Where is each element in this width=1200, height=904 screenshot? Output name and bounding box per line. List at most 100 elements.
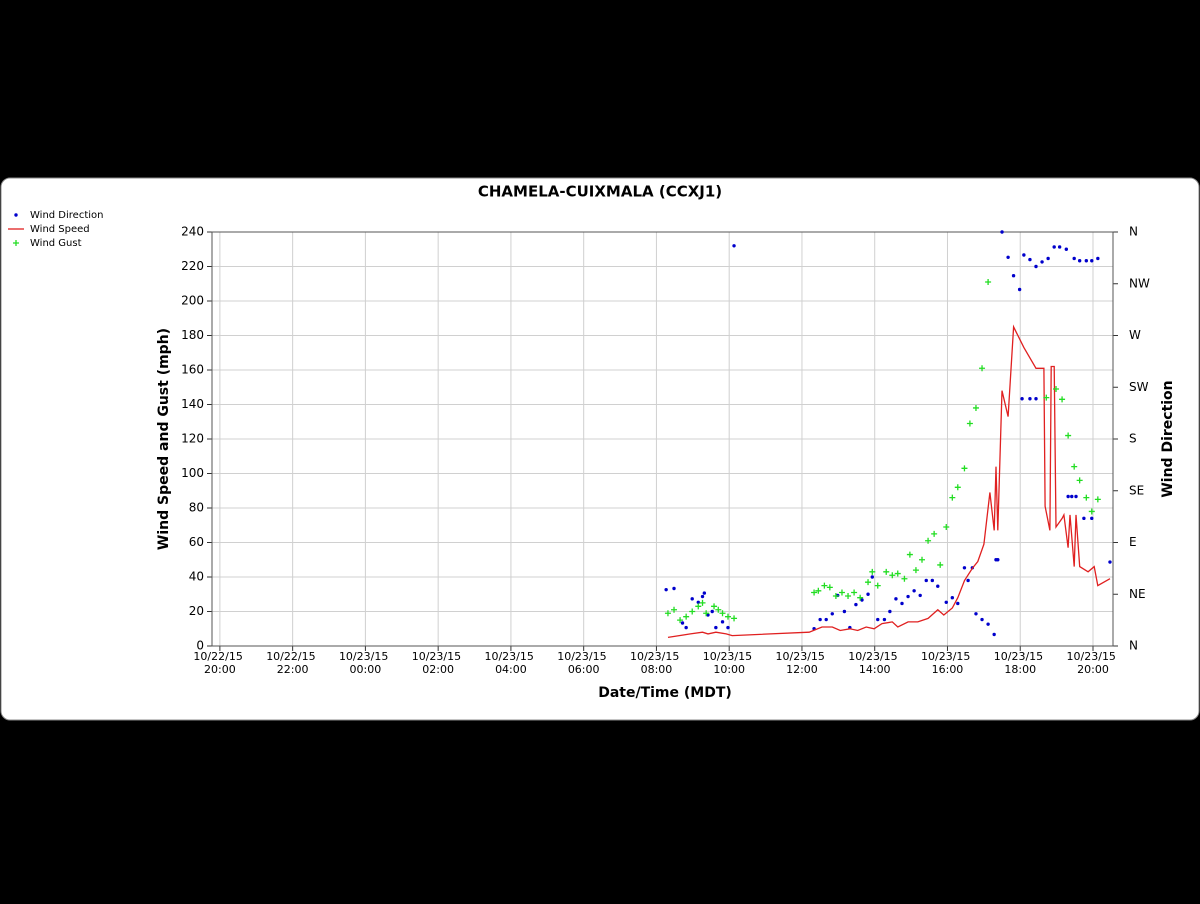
gust-marker: [677, 617, 684, 624]
x-tick-label: 10/22/15 20:00: [193, 650, 246, 676]
direction-marker: [1011, 274, 1016, 278]
direction-marker: [1090, 259, 1094, 263]
gust-marker: [937, 561, 944, 568]
x-tick-label: 10/22/15 22:00: [266, 650, 319, 676]
gust-marker: [811, 589, 818, 596]
direction-marker: [684, 625, 688, 630]
direction-marker: [906, 594, 910, 599]
direction-marker: [1028, 397, 1032, 401]
gust-marker: [869, 568, 876, 575]
gust-marker: [703, 610, 710, 617]
gust-marker: [826, 584, 833, 591]
direction-marker: [1108, 560, 1112, 564]
direction-marker: [1034, 264, 1038, 269]
gust-marker: [954, 484, 961, 491]
gust-marker: [985, 279, 992, 286]
y-tick-label: 140: [181, 397, 204, 411]
y-tick-label: 0: [196, 639, 204, 653]
gust-marker: [671, 606, 678, 613]
direction-marker: [706, 613, 710, 617]
direction-marker: [888, 609, 892, 614]
y2-tick-label: W: [1129, 328, 1141, 342]
direction-marker: [824, 617, 828, 622]
direction-marker: [714, 625, 718, 630]
gust-marker: [1076, 477, 1083, 484]
gust-marker: [894, 570, 901, 577]
gust-marker: [815, 587, 822, 594]
panel: [0, 177, 1200, 721]
gust-marker: [972, 404, 979, 411]
gust-marker: [695, 603, 702, 610]
y-tick-label: 220: [181, 259, 204, 273]
speed-line: [667, 324, 1111, 639]
gust-marker: [715, 606, 722, 613]
gust-marker: [731, 615, 738, 622]
y-tick-label: 40: [189, 570, 204, 584]
x-tick-label: 10/23/15 04:00: [484, 650, 537, 676]
x-tick-label: 10/23/15 00:00: [339, 650, 392, 676]
direction-marker: [710, 609, 714, 614]
y-tick-label: 120: [181, 432, 204, 446]
gust-marker: [711, 603, 718, 610]
x-tick-label: 10/23/15 06:00: [557, 650, 610, 676]
direction-marker: [962, 566, 967, 570]
direction-marker: [974, 612, 978, 616]
x-tick-label: 10/23/15 20:00: [1067, 650, 1120, 676]
direction-marker: [726, 625, 730, 630]
direction-marker: [980, 617, 984, 622]
direction-marker: [664, 587, 668, 592]
gust-marker: [912, 567, 919, 574]
direction-marker: [870, 575, 874, 579]
y2-tick-label: N: [1129, 639, 1138, 653]
direction-marker: [1022, 253, 1026, 257]
direction-marker: [1070, 494, 1074, 499]
direction-marker: [894, 597, 898, 601]
x-tick-label: 10/23/15 08:00: [630, 650, 683, 676]
gust-marker: [838, 589, 845, 596]
x-axis-title: Date/Time (MDT): [598, 685, 732, 701]
direction-marker: [944, 600, 948, 604]
y-tick-label: 240: [181, 225, 204, 239]
direction-marker: [818, 617, 822, 622]
direction-marker: [860, 598, 864, 602]
x-tick-label: 10/23/15 10:00: [703, 650, 756, 676]
gust-marker: [925, 537, 932, 544]
gust-marker: [865, 579, 872, 586]
y2-tick-label: SE: [1129, 483, 1144, 497]
y2-tick-label: NW: [1129, 276, 1150, 290]
gust-marker: [1088, 508, 1095, 515]
gust-marker: [664, 610, 671, 617]
direction-marker: [1000, 230, 1004, 234]
direction-marker: [966, 578, 970, 583]
direction-marker: [1020, 397, 1024, 401]
direction-marker: [680, 621, 685, 625]
direction-marker: [690, 597, 694, 601]
legend-swatch: [14, 213, 18, 217]
legend-label: Wind Direction: [30, 210, 104, 221]
direction-marker: [950, 596, 955, 600]
direction-marker: [912, 589, 916, 593]
gust-marker: [949, 494, 956, 501]
y-axis-title: Wind Speed and Gust (mph): [156, 328, 172, 550]
direction-marker: [1074, 494, 1078, 499]
direction-marker: [732, 244, 736, 248]
gust-marker: [979, 365, 986, 372]
direction-marker: [702, 591, 707, 595]
direction-marker: [1006, 255, 1010, 259]
gust-marker: [1071, 463, 1078, 470]
gust-marker: [683, 613, 690, 620]
gust-marker: [821, 582, 828, 589]
gust-marker: [966, 420, 973, 427]
gust-marker: [857, 594, 864, 601]
direction-marker: [930, 578, 935, 583]
direction-marker: [1072, 256, 1076, 261]
direction-marker: [672, 586, 676, 591]
legend-label: Wind Speed: [30, 224, 90, 235]
direction-marker: [1084, 259, 1089, 263]
direction-marker: [830, 612, 834, 616]
y2-axis-title: Wind Direction: [1160, 380, 1176, 497]
gust-marker: [889, 572, 896, 579]
direction-marker: [882, 617, 887, 622]
direction-marker: [956, 601, 960, 606]
